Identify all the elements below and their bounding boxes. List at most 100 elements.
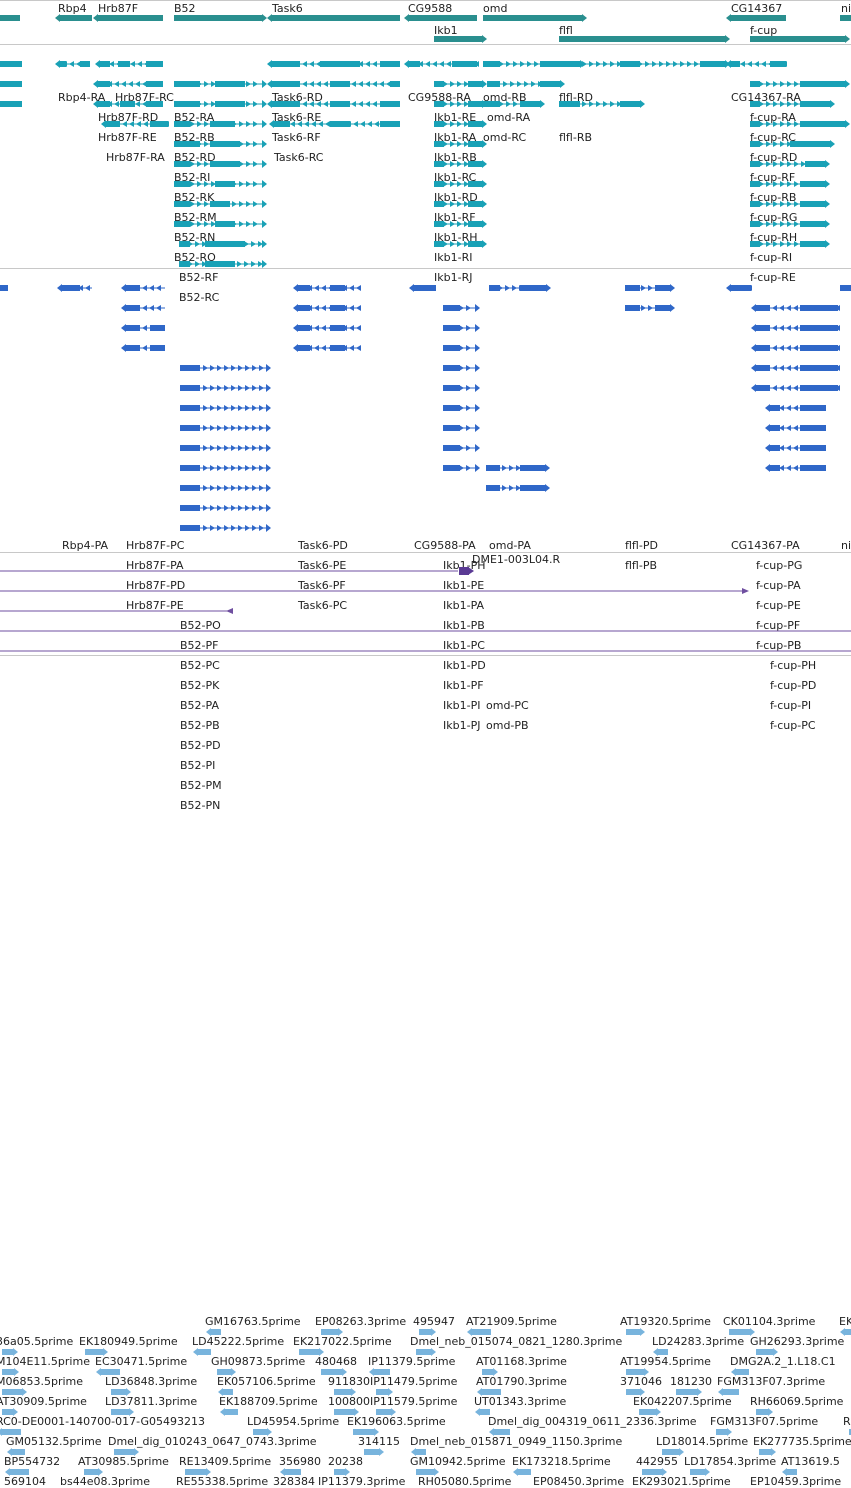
- est-label[interactable]: AT13619.5: [781, 1455, 840, 1468]
- protein-label[interactable]: f-cup-PC: [770, 719, 816, 732]
- est-label[interactable]: IP11379.5prime: [368, 1355, 456, 1368]
- est-label[interactable]: 495947: [413, 1315, 455, 1328]
- transcript-label[interactable]: Rbp4-RA: [58, 91, 106, 104]
- protein-label[interactable]: Ikb1-PJ: [443, 719, 481, 732]
- transcript-label[interactable]: B52-RO: [174, 251, 216, 264]
- est-label[interactable]: IP11379.3prime: [318, 1475, 406, 1488]
- gene-label[interactable]: omd: [483, 2, 508, 15]
- est-label[interactable]: LD24283.3prime: [652, 1335, 745, 1348]
- est-label[interactable]: EP10459.3prime: [750, 1475, 842, 1488]
- transcript-label[interactable]: Ikb1-RF: [434, 211, 476, 224]
- est-label[interactable]: EK057106.5prime: [217, 1375, 316, 1388]
- transcript-label[interactable]: Hrb87F-RA: [106, 151, 165, 164]
- gene-label[interactable]: ni: [841, 2, 851, 15]
- est-label[interactable]: EK217022.5prime: [293, 1335, 392, 1348]
- gene-label[interactable]: f-cup: [750, 24, 778, 37]
- protein-label[interactable]: B52-PD: [180, 739, 221, 752]
- protein-label[interactable]: Task6-PE: [298, 559, 347, 572]
- gene-track[interactable]: Rbp4 Hrb87F B52 Task6 CG9588 omd CG14367 ni Ikb1…: [0, 0, 851, 44]
- protein-label[interactable]: Rbp4-PA: [62, 539, 109, 552]
- protein-label[interactable]: B52-PF: [180, 639, 219, 652]
- protein-label[interactable]: Hrb87F-PC: [126, 539, 185, 552]
- protein-label[interactable]: flfl-PD: [625, 539, 658, 552]
- protein-label[interactable]: omd-PC: [486, 699, 529, 712]
- est-label[interactable]: 356980: [279, 1455, 321, 1468]
- est-label[interactable]: 911830: [328, 1375, 370, 1388]
- transcript-label[interactable]: f-cup-RA: [750, 111, 796, 124]
- est-label[interactable]: DMG2A.2_1.L18.C1: [730, 1355, 836, 1368]
- transcript-track[interactable]: Rbp4-RA Hrb87F-RC Task6-RD CG9588-RA omd-RB f…: [0, 44, 851, 304]
- est-label[interactable]: M104E11.5prime: [0, 1355, 90, 1368]
- est-label[interactable]: 181230: [670, 1375, 712, 1388]
- protein-label[interactable]: f-cup-PI: [770, 699, 812, 712]
- transcript-label[interactable]: Task6-RF: [272, 131, 321, 144]
- protein-label[interactable]: Task6-PD: [298, 539, 348, 552]
- protein-label[interactable]: CG14367-PA: [731, 539, 800, 552]
- protein-label[interactable]: f-cup-PD: [770, 679, 817, 692]
- transcript-label[interactable]: B52-RI: [174, 171, 211, 184]
- est-label[interactable]: LD37811.3prime: [105, 1395, 198, 1408]
- transcript-label[interactable]: omd-RB: [483, 91, 527, 104]
- est-label[interactable]: FGM313F07.3prime: [717, 1375, 826, 1388]
- est-label[interactable]: 314115: [358, 1435, 400, 1448]
- gene-label[interactable]: CG14367: [731, 2, 783, 15]
- est-label[interactable]: 569104: [4, 1475, 46, 1488]
- transcript-label[interactable]: Ikb1-RJ: [434, 271, 473, 284]
- transcript-label[interactable]: Hrb87F-RE: [98, 131, 157, 144]
- protein-label[interactable]: Hrb87F-PA: [126, 559, 184, 572]
- est-label[interactable]: LD17854.3prime: [684, 1455, 777, 1468]
- est-track[interactable]: GM16763.5prime EP08263.3prime 495947 AT2190…: [0, 655, 851, 1488]
- protein-label[interactable]: B52-PO: [180, 619, 221, 632]
- protein-label[interactable]: omd-PA: [489, 539, 531, 552]
- transcript-label[interactable]: Ikb1-RD: [434, 191, 478, 204]
- est-label[interactable]: GM05132.5prime: [6, 1435, 102, 1448]
- est-label[interactable]: GH26293.3prime: [750, 1335, 845, 1348]
- gene-label[interactable]: CG9588: [408, 2, 453, 15]
- transcript-label[interactable]: Ikb1-RI: [434, 251, 473, 264]
- transcript-label[interactable]: Ikb1-RC: [434, 171, 477, 184]
- gene-label[interactable]: Ikb1: [434, 24, 458, 37]
- transcript-label[interactable]: Ikb1-RH: [434, 231, 478, 244]
- protein-label[interactable]: Ikb1-PD: [443, 659, 486, 672]
- protein-label[interactable]: f-cup-PE: [756, 599, 801, 612]
- transcript-label[interactable]: CG14367-RA: [731, 91, 801, 104]
- est-label[interactable]: M06853.5prime: [0, 1375, 84, 1388]
- est-label[interactable]: EK188709.5prime: [219, 1395, 318, 1408]
- est-label[interactable]: Dmel_neb_015074_0821_1280.3prime: [410, 1335, 623, 1348]
- transcript-label[interactable]: f-cup-RE: [750, 271, 796, 284]
- transcript-label[interactable]: omd-RC: [483, 131, 527, 144]
- protein-label[interactable]: Ikb1-PI: [443, 699, 481, 712]
- est-label[interactable]: 442955: [636, 1455, 678, 1468]
- transcript-label[interactable]: CG9588-RA: [408, 91, 471, 104]
- protein-label[interactable]: f-cup-PB: [756, 639, 802, 652]
- transcript-label[interactable]: Ikb1-RE: [434, 111, 477, 124]
- est-label[interactable]: Dmel_dig_004319_0611_2336.3prime: [488, 1415, 697, 1428]
- est-label[interactable]: AT01790.3prime: [476, 1375, 567, 1388]
- est-label[interactable]: 328384: [273, 1475, 315, 1488]
- transcript-label[interactable]: flfl-RD: [559, 91, 593, 104]
- est-label[interactable]: AT30909.5prime: [0, 1395, 87, 1408]
- est-label[interactable]: UT01343.3prime: [474, 1395, 567, 1408]
- est-label[interactable]: AT19320.5prime: [620, 1315, 711, 1328]
- protein-track[interactable]: Rbp4-PA Hrb87F-PC Task6-PD CG9588-PA omd-PA f…: [0, 268, 851, 812]
- est-label[interactable]: EP08450.3prime: [533, 1475, 625, 1488]
- est-label[interactable]: RH05080.5prime: [418, 1475, 512, 1488]
- est-label[interactable]: FGM313F07.5prime: [710, 1415, 819, 1428]
- protein-label[interactable]: Ikb1-PC: [443, 639, 485, 652]
- transcript-label[interactable]: f-cup-RD: [750, 151, 798, 164]
- est-label[interactable]: AT21909.5prime: [466, 1315, 557, 1328]
- protein-label[interactable]: B52-PK: [180, 679, 220, 692]
- est-label[interactable]: IP11579.5prime: [370, 1395, 458, 1408]
- transcript-label[interactable]: Task6-RC: [274, 151, 324, 164]
- est-label[interactable]: 480468: [315, 1355, 357, 1368]
- protein-label[interactable]: Ikb1-PB: [443, 619, 485, 632]
- gene-label[interactable]: Hrb87F: [98, 2, 139, 15]
- protein-label[interactable]: flfl-PB: [625, 559, 658, 572]
- est-label[interactable]: 36a05.5prime: [0, 1335, 74, 1348]
- transcript-label[interactable]: B52-RK: [174, 191, 215, 204]
- transcript-label[interactable]: B52-RC: [179, 291, 220, 304]
- bac-track[interactable]: DME1-003L04.R: [0, 552, 851, 655]
- transcript-label[interactable]: B52-RN: [174, 231, 216, 244]
- est-label[interactable]: LD45954.5prime: [247, 1415, 340, 1428]
- est-label[interactable]: LD18014.5prime: [656, 1435, 749, 1448]
